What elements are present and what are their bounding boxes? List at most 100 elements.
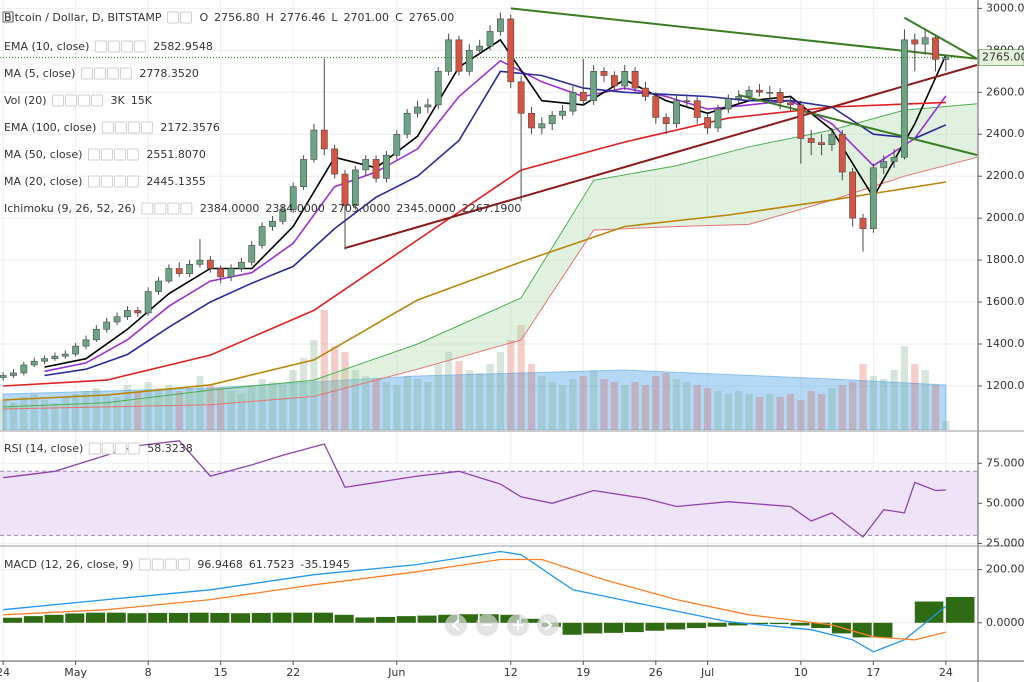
legend-name: EMA (100, close): [4, 121, 96, 134]
y-tick-label: 1800.00: [986, 253, 1024, 266]
legend-icon-button[interactable]: [138, 558, 151, 571]
candle-body: [901, 39, 908, 158]
legend-icon-button[interactable]: [114, 442, 127, 455]
legend-value: 2384.0000: [200, 202, 260, 215]
legend-value: 2582.9548: [153, 40, 213, 53]
scroll-right-button[interactable]: [537, 614, 559, 636]
candle-body: [341, 173, 349, 206]
candle-body: [704, 117, 712, 129]
volume-bar: [382, 382, 391, 430]
legend-icon-button[interactable]: [113, 148, 126, 161]
volume-bar: [331, 346, 339, 430]
legend-icon-button[interactable]: [100, 148, 113, 161]
collapse-toggle[interactable]: [2, 11, 14, 23]
macd-histogram-bar: [44, 614, 64, 623]
x-tick-label: 8: [145, 666, 152, 679]
candle-body: [269, 220, 276, 227]
legend-icon-button[interactable]: [154, 202, 167, 215]
legend-value: 2778.3520: [139, 67, 199, 80]
volume-bar: [900, 346, 909, 430]
candle-body: [766, 91, 774, 94]
candle-body: [693, 100, 701, 118]
candle-body: [227, 268, 235, 278]
legend: Bitcoin / Dollar, D, BITSTAMP O 2756.80 H 27…: [2, 11, 521, 571]
y-tick-label: 200.0000: [986, 563, 1024, 576]
candle-body: [0, 375, 7, 378]
candle-body: [507, 18, 515, 83]
legend-icon-button[interactable]: [114, 121, 127, 134]
volume-bar: [496, 352, 505, 430]
legend-icon-button[interactable]: [113, 175, 126, 188]
legend-icon-button[interactable]: [100, 175, 113, 188]
volume-bar: [237, 394, 246, 430]
legend-icon-button[interactable]: [88, 442, 101, 455]
y-tick-label: 1200.00: [986, 379, 1024, 392]
legend-name: MA (50, close): [4, 148, 82, 161]
volume-bar: [538, 376, 546, 430]
legend-icon-button[interactable]: [101, 121, 114, 134]
legend-icon-button[interactable]: [107, 40, 120, 53]
volume-bar: [641, 385, 650, 430]
legend-icon-button[interactable]: [120, 40, 133, 53]
legend-icon-button[interactable]: [91, 94, 104, 107]
candle-body: [165, 268, 173, 282]
legend-icon-button[interactable]: [80, 67, 93, 80]
legend-icon-button[interactable]: [179, 11, 192, 24]
volume-bar: [206, 385, 214, 430]
volume-bar: [289, 370, 297, 430]
macd-histogram-bar: [603, 622, 624, 633]
legend-icon-button[interactable]: [93, 67, 106, 80]
candle-body: [155, 280, 162, 292]
legend-icon-button[interactable]: [127, 442, 140, 455]
legend-icon-button[interactable]: [166, 11, 179, 24]
last-price-label: 2765.00: [982, 51, 1024, 64]
legend-icon-button[interactable]: [119, 67, 132, 80]
volume-bar: [621, 385, 629, 430]
legend-icon-button[interactable]: [101, 442, 114, 455]
volume-bar: [693, 385, 701, 430]
legend-icon-button[interactable]: [52, 94, 65, 107]
legend-icon-button[interactable]: [180, 202, 193, 215]
candle-body: [714, 108, 722, 129]
volume-bar: [196, 376, 204, 430]
y-tick-label: 75.0000: [986, 456, 1024, 469]
legend-icon-button[interactable]: [94, 40, 107, 53]
volume-bar: [517, 325, 525, 430]
legend-icon-button[interactable]: [87, 148, 100, 161]
legend-icon-button[interactable]: [87, 175, 100, 188]
legend-icon-button[interactable]: [140, 121, 153, 134]
legend-icon-button[interactable]: [133, 40, 146, 53]
volume-bar: [652, 376, 660, 430]
volume-bar: [610, 382, 618, 430]
legend-icon-button[interactable]: [141, 202, 154, 215]
legend-icon-button[interactable]: [126, 148, 139, 161]
legend-icon-button[interactable]: [164, 558, 177, 571]
volume-bar: [20, 397, 28, 430]
candle-body: [465, 50, 473, 72]
volume-bar: [703, 388, 712, 430]
ichimoku-span-b: [3, 156, 978, 410]
legend-name: EMA (10, close): [4, 40, 89, 53]
macd-histogram-bar: [769, 622, 789, 625]
volume-bar: [600, 379, 608, 430]
legend-icon-button[interactable]: [151, 558, 164, 571]
legend-icon-button[interactable]: [177, 558, 190, 571]
volume-bar: [880, 379, 888, 430]
volume-bar: [165, 385, 173, 430]
candle-body: [331, 148, 339, 175]
volume-bar: [755, 397, 764, 430]
legend-value: 96.9468: [197, 558, 243, 571]
ohlc-value: 2765.00: [409, 11, 455, 24]
legend-icon-button[interactable]: [126, 175, 139, 188]
legend-icon-button[interactable]: [167, 202, 180, 215]
legend-icon-button[interactable]: [127, 121, 140, 134]
candle-body: [642, 87, 649, 97]
legend-value: 3K: [111, 94, 126, 107]
x-tick-label: 10: [794, 666, 808, 679]
volume-bar: [175, 391, 183, 430]
legend-icon-button[interactable]: [65, 94, 78, 107]
legend-icon-button[interactable]: [106, 67, 119, 80]
scroll-left-button[interactable]: [445, 614, 467, 636]
legend-icon-button[interactable]: [78, 94, 91, 107]
volume-bar: [393, 385, 401, 430]
